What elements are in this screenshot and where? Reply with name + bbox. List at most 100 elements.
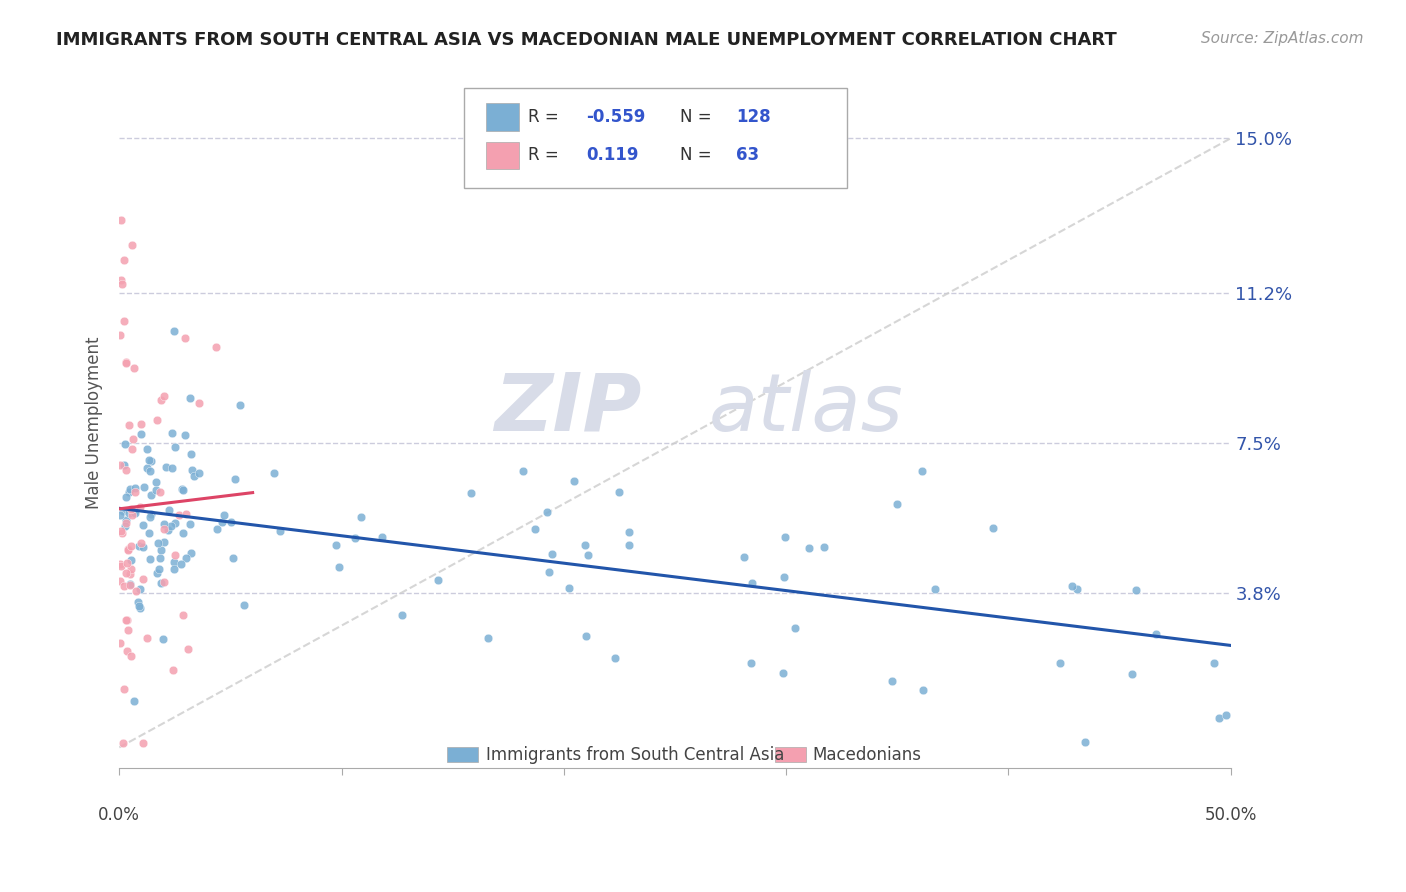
Point xyxy=(524,522,547,536)
Point xyxy=(120,553,142,567)
Point xyxy=(160,461,183,475)
Point xyxy=(117,623,139,637)
Point xyxy=(619,525,641,540)
Point xyxy=(139,509,162,524)
Point xyxy=(773,529,796,543)
Point xyxy=(169,508,191,522)
Point xyxy=(111,277,134,291)
Text: N =: N = xyxy=(681,146,717,164)
Point xyxy=(112,682,135,697)
Point xyxy=(880,674,903,689)
Point xyxy=(110,212,132,227)
Point xyxy=(118,485,141,500)
Point xyxy=(538,566,561,580)
Point xyxy=(1049,657,1071,671)
Point xyxy=(536,505,558,519)
Point xyxy=(115,513,138,527)
Point xyxy=(111,504,134,518)
Point xyxy=(460,486,482,500)
Point xyxy=(981,521,1004,535)
Point xyxy=(605,650,627,665)
Point xyxy=(187,396,209,410)
Point xyxy=(120,649,142,664)
Text: ZIP: ZIP xyxy=(495,370,641,448)
Bar xyxy=(775,747,806,762)
Point xyxy=(115,613,138,627)
Point xyxy=(163,555,186,569)
Point xyxy=(125,583,148,598)
Text: N =: N = xyxy=(681,108,717,126)
Point xyxy=(132,572,155,586)
Point xyxy=(108,508,131,522)
Point xyxy=(180,462,202,476)
Point xyxy=(114,518,136,533)
Point xyxy=(132,736,155,750)
Point xyxy=(115,490,138,504)
Point xyxy=(110,558,132,573)
Point xyxy=(224,472,246,486)
Y-axis label: Male Unemployment: Male Unemployment xyxy=(86,336,103,508)
Point xyxy=(174,550,197,565)
Point xyxy=(141,507,163,521)
Point xyxy=(136,442,159,456)
Point xyxy=(174,428,197,442)
Point xyxy=(138,526,160,541)
Point xyxy=(205,340,228,354)
Point xyxy=(328,560,350,574)
Point xyxy=(325,538,347,552)
Bar xyxy=(447,747,478,762)
Point xyxy=(1062,579,1084,593)
Point xyxy=(135,631,157,645)
Point xyxy=(172,525,194,540)
Point xyxy=(155,459,177,474)
Point xyxy=(128,599,150,613)
Point xyxy=(112,314,135,328)
Point xyxy=(1121,666,1143,681)
Point xyxy=(115,556,138,570)
Text: atlas: atlas xyxy=(709,370,903,448)
Point xyxy=(120,562,142,576)
Point xyxy=(575,629,598,643)
Point xyxy=(205,521,228,535)
Point xyxy=(112,579,135,593)
Point xyxy=(129,417,152,431)
Point xyxy=(128,539,150,553)
Point xyxy=(157,523,180,537)
Point xyxy=(152,389,174,403)
Point xyxy=(118,577,141,591)
Bar xyxy=(486,142,519,169)
Point xyxy=(188,466,211,480)
Point xyxy=(512,464,534,478)
Point xyxy=(121,508,143,523)
Point xyxy=(741,576,763,591)
Point xyxy=(120,539,142,553)
Point xyxy=(115,516,138,531)
Point xyxy=(170,482,193,496)
Point xyxy=(783,621,806,635)
Point xyxy=(1125,582,1147,597)
Point xyxy=(131,540,153,554)
Point xyxy=(134,480,156,494)
Point xyxy=(114,566,136,580)
Point xyxy=(153,516,176,531)
Point xyxy=(139,488,162,502)
Point xyxy=(911,464,934,478)
Text: IMMIGRANTS FROM SOUTH CENTRAL ASIA VS MACEDONIAN MALE UNEMPLOYMENT CORRELATION C: IMMIGRANTS FROM SOUTH CENTRAL ASIA VS MA… xyxy=(56,31,1116,49)
Point xyxy=(122,506,145,520)
Point xyxy=(162,663,184,677)
Point xyxy=(150,542,173,557)
Point xyxy=(1144,627,1167,641)
Text: 128: 128 xyxy=(737,108,770,126)
Point xyxy=(160,425,183,440)
Point xyxy=(129,601,152,615)
Point xyxy=(118,566,141,581)
Point xyxy=(263,466,285,480)
Point xyxy=(129,582,152,596)
Point xyxy=(127,595,149,609)
Point xyxy=(911,683,934,698)
Point xyxy=(120,483,142,497)
Point xyxy=(1204,656,1226,670)
Point xyxy=(173,331,195,345)
Point xyxy=(183,469,205,483)
Point xyxy=(886,497,908,511)
